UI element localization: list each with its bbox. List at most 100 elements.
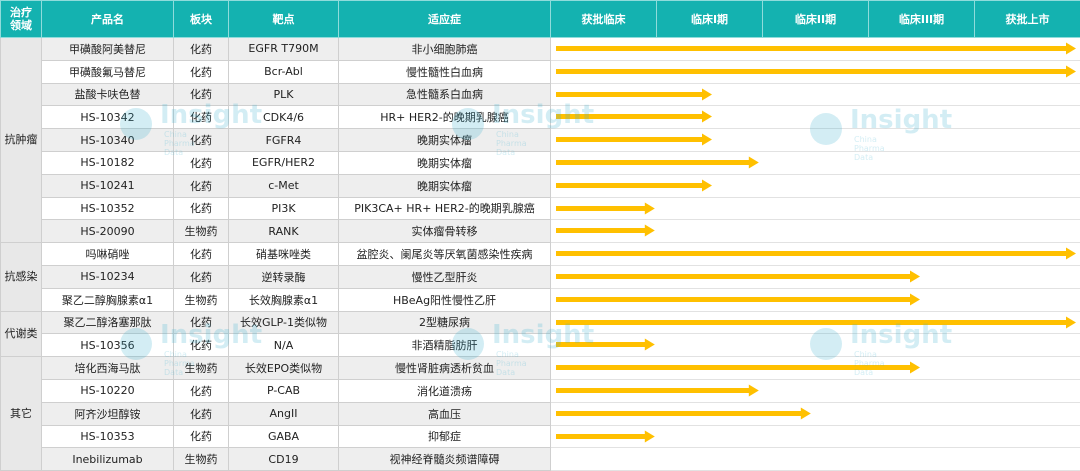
indication-cell: 抑郁症	[338, 424, 551, 449]
timeline-cell	[550, 447, 1080, 471]
table-row: HS-10340 化药 FGFR4 晚期实体瘤	[1, 128, 1080, 152]
segment-cell: 化药	[173, 37, 229, 61]
table-row: 代谢类 聚乙二醇洛塞那肽 化药 长效GLP-1类似物 2型糖尿病	[0, 310, 1080, 358]
header-stage-approved-market: 获批上市	[974, 0, 1080, 38]
timeline-cell	[550, 128, 1080, 152]
segment-cell: 化药	[173, 59, 229, 84]
timeline-cell	[550, 378, 1080, 403]
target-cell: Bcr-Abl	[228, 59, 339, 84]
timeline-cell	[550, 264, 1080, 289]
table-row: HS-10220 化药 P-CAB 消化道溃疡	[1, 378, 1080, 403]
table-row: HS-10342 化药 CDK4/6 HR+ HER2-的晚期乳腺癌	[1, 105, 1080, 130]
table-row: 盐酸卡呋色替 化药 PLK 急性髓系白血病	[1, 82, 1080, 107]
target-cell: EGFR T790M	[228, 37, 339, 61]
timeline-cell	[550, 401, 1080, 426]
therapy-area-cell: 代谢类	[0, 310, 42, 358]
indication-cell: 非小细胞肺癌	[338, 37, 551, 61]
target-cell: 长效胸腺素α1	[228, 287, 339, 312]
header-target: 靶点	[228, 0, 339, 38]
indication-cell: 晚期实体瘤	[338, 150, 551, 175]
timeline-cell	[550, 196, 1080, 221]
table-row: HS-10352 化药 PI3K PIK3CA+ HR+ HER2-的晚期乳腺癌	[1, 196, 1080, 221]
target-cell: P-CAB	[228, 378, 339, 403]
header-segment: 板块	[173, 0, 229, 38]
segment-cell: 生物药	[173, 447, 229, 471]
target-cell: 硝基咪唑类	[228, 242, 339, 266]
segment-cell: 化药	[173, 378, 229, 403]
header-area: 治疗领域	[0, 0, 42, 38]
timeline-cell	[550, 37, 1080, 61]
target-cell: CDK4/6	[228, 105, 339, 130]
product-name-cell: 聚乙二醇胸腺素α1	[41, 287, 174, 312]
target-cell: GABA	[228, 424, 339, 449]
header-indication: 适应症	[338, 0, 551, 38]
table-row: 聚乙二醇胸腺素α1 生物药 长效胸腺素α1 HBeAg阳性慢性乙肝	[1, 287, 1080, 312]
header-stage-phase-1: 临床I期	[656, 0, 763, 38]
therapy-area-cell: 抗肿瘤	[0, 36, 42, 244]
product-name-cell: 吗啉硝唑	[41, 242, 174, 266]
product-name-cell: HS-20090	[41, 219, 174, 244]
target-cell: EGFR/HER2	[228, 150, 339, 175]
timeline-cell	[550, 333, 1080, 358]
product-name-cell: HS-10353	[41, 424, 174, 449]
product-name-cell: HS-10241	[41, 173, 174, 198]
indication-cell: 实体瘤骨转移	[338, 219, 551, 244]
table-row: HS-10182 化药 EGFR/HER2 晚期实体瘤	[1, 150, 1080, 175]
product-name-cell: HS-10234	[41, 264, 174, 289]
table-row: Inebilizumab 生物药 CD19 视神经脊髓炎频谱障碍	[1, 447, 1080, 471]
header-stage-phase-2: 临床II期	[762, 0, 869, 38]
segment-cell: 化药	[173, 401, 229, 426]
target-cell: N/A	[228, 333, 339, 358]
product-name-cell: 阿齐沙坦醇铵	[41, 401, 174, 426]
segment-cell: 化药	[173, 242, 229, 266]
timeline-cell	[550, 150, 1080, 175]
table-row: 甲磺酸氟马替尼 化药 Bcr-Abl 慢性髓性白血病	[1, 59, 1080, 84]
target-cell: PLK	[228, 82, 339, 107]
header-row: 治疗领域 产品名 板块 靶点 适应症 获批临床 临床I期 临床II期 临床III…	[0, 0, 1080, 38]
table-row: 其它 培化西海马肽 生物药 长效EPO类似物 慢性肾脏病透析贫血	[0, 356, 1080, 471]
target-cell: 逆转录酶	[228, 264, 339, 289]
product-name-cell: HS-10342	[41, 105, 174, 130]
target-cell: FGFR4	[228, 128, 339, 152]
indication-cell: 晚期实体瘤	[338, 173, 551, 198]
target-cell: c-Met	[228, 173, 339, 198]
target-cell: PI3K	[228, 196, 339, 221]
timeline-cell	[550, 242, 1080, 266]
table-row: HS-10353 化药 GABA 抑郁症	[1, 424, 1080, 449]
segment-cell: 化药	[173, 82, 229, 107]
table-row: 抗肿瘤 甲磺酸阿美替尼 化药 EGFR T790M 非小细胞肺癌	[0, 36, 1080, 244]
indication-cell: 急性髓系白血病	[338, 82, 551, 107]
timeline-cell	[550, 356, 1080, 380]
pipeline-body: 抗肿瘤 甲磺酸阿美替尼 化药 EGFR T790M 非小细胞肺癌 甲磺酸氟马替尼 化药 Bcr…	[0, 36, 1080, 471]
segment-cell: 化药	[173, 333, 229, 358]
product-name-cell: HS-10340	[41, 128, 174, 152]
timeline-cell	[550, 287, 1080, 312]
table-row: HS-10241 化药 c-Met 晚期实体瘤	[1, 173, 1080, 198]
header-product: 产品名	[41, 0, 174, 38]
product-name-cell: HS-10182	[41, 150, 174, 175]
segment-cell: 化药	[173, 196, 229, 221]
table-row: HS-10356 化药 N/A 非酒精脂肪肝	[1, 333, 1080, 358]
indication-cell: 高血压	[338, 401, 551, 426]
product-name-cell: HS-10356	[41, 333, 174, 358]
target-cell: 长效EPO类似物	[228, 356, 339, 380]
timeline-cell	[550, 105, 1080, 130]
segment-cell: 化药	[173, 173, 229, 198]
indication-cell: 视神经脊髓炎频谱障碍	[338, 447, 551, 471]
segment-cell: 生物药	[173, 287, 229, 312]
indication-cell: 慢性肾脏病透析贫血	[338, 356, 551, 380]
table-row: HS-10234 化药 逆转录酶 慢性乙型肝炎	[1, 264, 1080, 289]
header-stage-approved-clinical: 获批临床	[550, 0, 657, 38]
header-stage-phase-3: 临床III期	[868, 0, 975, 38]
target-cell: 长效GLP-1类似物	[228, 310, 339, 335]
target-cell: CD19	[228, 447, 339, 471]
indication-cell: 2型糖尿病	[338, 310, 551, 335]
product-name-cell: HS-10352	[41, 196, 174, 221]
table-row: 阿齐沙坦醇铵 化药 AngII 高血压	[1, 401, 1080, 426]
product-name-cell: 培化西海马肽	[41, 356, 174, 380]
timeline-cell	[550, 82, 1080, 107]
segment-cell: 生物药	[173, 356, 229, 380]
segment-cell: 化药	[173, 310, 229, 335]
indication-cell: 消化道溃疡	[338, 378, 551, 403]
